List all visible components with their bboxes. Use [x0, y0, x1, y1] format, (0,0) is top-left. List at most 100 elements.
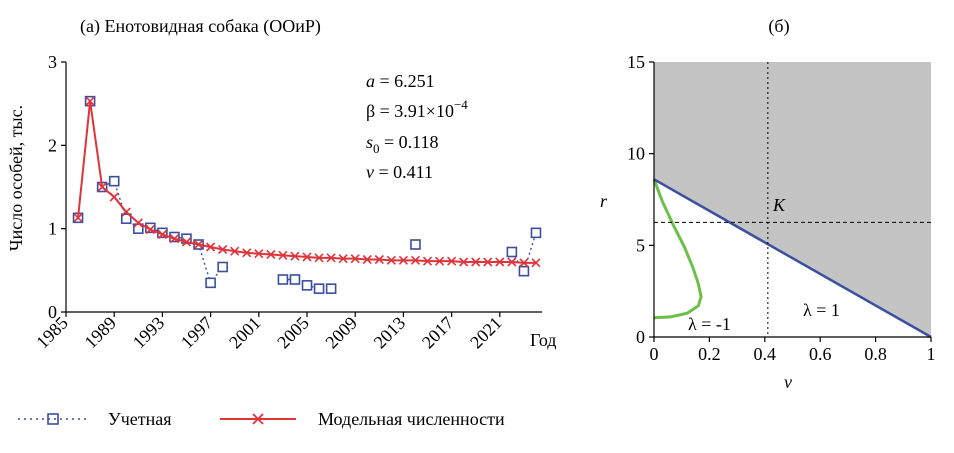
panel-b-x-tick-label: 0.2 [698, 344, 721, 364]
panel-b-x-ticks: 0 0.2 0.4 0.6 0.8 1 [650, 337, 936, 364]
panel-b-y-axis-label: r [600, 191, 608, 211]
legend-model-label: Модельная численности [318, 409, 505, 429]
parameters-block: a = 6.251 β = 3.91×10−4 s0 = 0.118 v = 0… [366, 71, 468, 182]
model-point [483, 257, 493, 267]
observed-point [530, 227, 542, 239]
panel-b-x-axis-label: v [784, 372, 792, 392]
observed-point [518, 265, 530, 277]
model-point [230, 246, 240, 256]
panel-a-y-tick-label: 0 [48, 302, 57, 322]
legend-model-marker [252, 413, 264, 425]
panel-b-x-tick-label: 0.6 [809, 344, 832, 364]
panel-b-title: (б) [768, 16, 789, 37]
panel-a-y-ticks: 0 1 2 3 [48, 52, 66, 322]
observed-point [301, 280, 313, 291]
panel-b-x-tick-label: 1 [927, 344, 936, 364]
legend-observed-marker [47, 413, 59, 425]
model-point [471, 257, 481, 267]
model-point [278, 250, 288, 260]
model-point [362, 254, 372, 265]
panel-b-x-tick-label: 0.8 [864, 344, 887, 364]
model-point [266, 249, 276, 260]
model-point [435, 256, 445, 266]
panel-a-x-tick-label: 2013 [370, 313, 410, 353]
model-point [519, 258, 529, 268]
model-point [507, 257, 517, 267]
panel-b-x-tick-label: 0.4 [754, 344, 777, 364]
panel-b-y-tick-label: 15 [627, 52, 645, 72]
panel-b-y-tick-label: 10 [627, 144, 645, 164]
model-point [145, 224, 155, 235]
model-point [338, 254, 348, 264]
panel-b-y-tick-label: 5 [636, 235, 645, 255]
panel-a-x-tick-label: 1993 [129, 313, 169, 353]
param-beta: β = 3.91×10−4 [366, 97, 468, 121]
panel-a-x-tick-label: 1997 [177, 313, 217, 353]
model-point [73, 213, 83, 223]
panel-a-x-tick-label: 2021 [466, 313, 506, 353]
panel-b-y-ticks: 0 5 10 15 [627, 52, 654, 347]
panel-a-y-tick-label: 2 [48, 135, 57, 155]
model-point [157, 229, 167, 240]
model-point [495, 257, 505, 267]
panel-a-title: (а) Енотовидная собака (ООиР) [80, 16, 321, 37]
observed-point [217, 261, 228, 273]
panel-a-x-tick-label: 2009 [321, 313, 361, 353]
model-point [133, 218, 143, 228]
panel-a-x-tick-label: 1985 [32, 313, 72, 353]
panel-a-x-tick-label: 1989 [80, 313, 120, 353]
label-lambda-minus-one: λ = -1 [688, 314, 731, 334]
observed-point [108, 175, 120, 187]
model-point [459, 257, 469, 267]
model-point [398, 255, 408, 265]
panel-b-x-tick-label: 0 [650, 344, 659, 364]
param-a: a = 6.251 [366, 71, 435, 91]
model-point [109, 192, 119, 202]
model-point [85, 96, 95, 106]
panel-a-x-tick-label: 2001 [225, 313, 265, 353]
label-K: K [772, 195, 786, 215]
model-point [254, 249, 264, 259]
model-point [447, 256, 457, 266]
model-point [410, 255, 421, 265]
observed-point [325, 283, 337, 294]
model-point [326, 253, 336, 263]
lambda-minus-one-curve [652, 178, 703, 320]
panel-a-x-tick-label: 2017 [418, 313, 458, 353]
model-point [531, 258, 541, 268]
observed-point [277, 274, 289, 285]
shaded-region [654, 62, 931, 337]
observed-point [205, 277, 216, 289]
observed-point [133, 223, 144, 234]
observed-point [120, 213, 132, 224]
model-line [77, 101, 536, 264]
observed-point [506, 246, 518, 258]
observed-point [410, 239, 421, 250]
series-model [73, 96, 541, 268]
legend-entry-observed: Учетная [18, 409, 172, 429]
model-point [193, 239, 204, 250]
panel-a-x-axis-label: Год [530, 330, 556, 350]
panel-a-chart: (а) Енотовидная собака (ООиР) Число особ… [6, 16, 556, 352]
panel-b-y-tick-label: 0 [636, 327, 645, 347]
model-point [218, 244, 228, 255]
panel-a-x-ticks: 1985 1989 1993 1997 2001 2005 2009 2013 2017 2021 [32, 312, 506, 353]
model-point [374, 254, 384, 265]
model-point [422, 256, 433, 266]
model-point [290, 251, 300, 261]
model-point [97, 182, 107, 192]
param-s0: s0 = 0.118 [366, 132, 439, 156]
label-lambda-one: λ = 1 [803, 300, 840, 320]
model-point [181, 237, 192, 247]
legend-entry-model: Модельная численности [220, 409, 505, 429]
panel-a-y-tick-label: 3 [48, 52, 57, 72]
param-v: v = 0.411 [366, 162, 433, 182]
observed-point [181, 233, 192, 244]
model-point [169, 234, 180, 244]
legend-observed-label: Учетная [108, 409, 172, 429]
model-point [121, 207, 131, 217]
panel-a-y-tick-label: 1 [48, 219, 57, 239]
observed-point [313, 283, 325, 294]
legend: Учетная Модельная численности [18, 409, 505, 429]
